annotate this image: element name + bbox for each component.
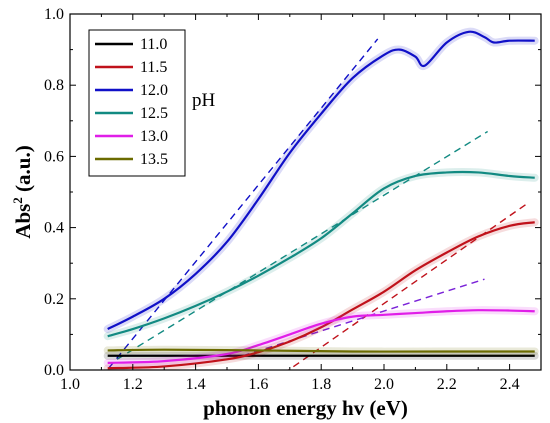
- x-tick-label: 1.8: [311, 376, 331, 393]
- legend-label: 11.0: [140, 36, 167, 53]
- y-tick-label: 0.6: [44, 148, 64, 165]
- fit-line-1: [116, 130, 488, 360]
- y-axis-title-superscript: 2: [10, 197, 25, 204]
- y-tick-label: 0.4: [44, 220, 64, 237]
- legend-box: [88, 29, 186, 177]
- y-tick-label: 1.0: [44, 6, 64, 23]
- fit-line-2: [287, 202, 529, 370]
- legend-label: 13.5: [140, 151, 168, 168]
- x-tick-label: 1.6: [248, 376, 268, 393]
- series-line-12.5: [107, 170, 535, 338]
- series-line-13.5: [107, 348, 535, 353]
- legend-label: 13.0: [140, 128, 168, 145]
- y-tick-label: 0.2: [44, 291, 64, 308]
- series-line-12.0: [107, 30, 535, 331]
- legend-label: 11.5: [140, 59, 167, 76]
- x-tick-label: 1.4: [186, 376, 206, 393]
- y-axis-title-main: Abs: [11, 204, 35, 239]
- y-axis-title: Abs2 (a.u.): [10, 145, 35, 238]
- series-line-11.5: [107, 221, 535, 370]
- y-tick-label: 0.0: [44, 362, 64, 379]
- series-line-13.0: [107, 309, 535, 364]
- legend-label: 12.0: [140, 82, 168, 99]
- legend: 11.0 11.5 12.0 12.5 13.0 13.5: [88, 29, 186, 177]
- fit-line-0: [106, 38, 379, 370]
- y-tick-label: 0.8: [44, 77, 64, 94]
- y-axis-title-unit: (a.u.): [11, 145, 35, 197]
- x-axis-title: phonon energy hv (eV): [203, 396, 408, 420]
- ph-annotation: pH: [192, 90, 216, 111]
- x-tick-label: 2.0: [374, 376, 394, 393]
- x-tick-label: 1.0: [60, 376, 80, 393]
- x-tick-label: 2.2: [437, 376, 457, 393]
- x-tick-label: 2.4: [500, 376, 520, 393]
- x-tick-label: 1.2: [123, 376, 143, 393]
- legend-label: 12.5: [140, 105, 168, 122]
